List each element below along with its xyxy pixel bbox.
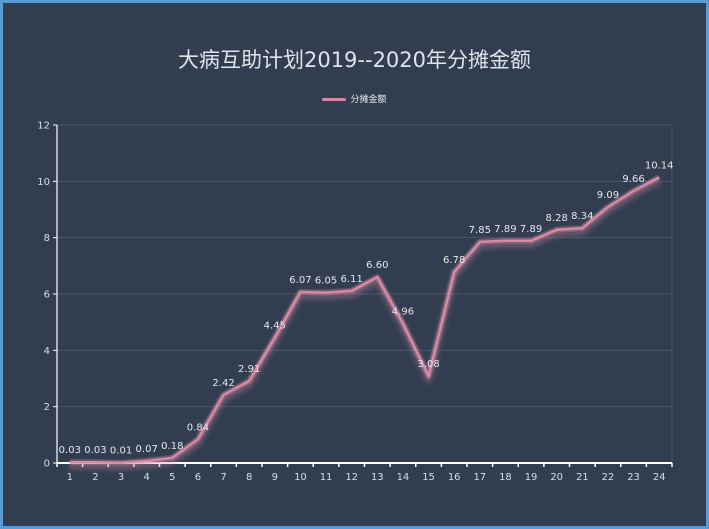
legend-item[interactable]: 分摊金额 [0, 92, 709, 105]
x-tick-label: 15 [422, 472, 435, 483]
x-tick-label: 24 [653, 472, 666, 483]
legend-label: 分摊金额 [350, 95, 387, 105]
data-point-label: 0.07 [136, 444, 158, 455]
data-point-label: 0.84 [187, 422, 209, 433]
x-tick-label: 10 [294, 472, 307, 483]
data-point-label: 0.03 [59, 445, 81, 456]
y-tick-label: 4 [44, 346, 50, 357]
x-tick-label: 6 [195, 472, 201, 483]
data-point-label: 2.42 [212, 378, 234, 389]
grid-lines [57, 124, 673, 463]
y-tick-label: 8 [44, 233, 50, 244]
x-tick-label: 14 [397, 472, 410, 483]
x-tick-label: 9 [272, 472, 278, 483]
data-point-label: 7.89 [520, 224, 542, 235]
data-point-label: 3.08 [417, 359, 439, 370]
x-tick-label: 8 [246, 472, 252, 483]
data-point-label: 6.11 [341, 274, 363, 285]
data-point-label: 10.14 [645, 160, 674, 171]
x-tick-label: 13 [371, 472, 384, 483]
data-point-label: 6.07 [289, 275, 311, 286]
data-point-label: 7.85 [469, 225, 491, 236]
data-point-label: 8.34 [571, 211, 593, 222]
y-tick-label: 0 [44, 459, 50, 470]
x-tick-label: 11 [320, 472, 333, 483]
data-point-label: 4.45 [264, 321, 286, 332]
x-tick-label: 22 [602, 472, 615, 483]
x-tick-label: 2 [92, 472, 98, 483]
data-point-label: 0.18 [161, 441, 183, 452]
legend-line-icon [322, 98, 347, 101]
x-tick-label: 7 [220, 472, 226, 483]
data-point-label: 0.03 [84, 445, 106, 456]
x-tick-label: 4 [144, 472, 150, 483]
x-tick-label: 3 [118, 472, 124, 483]
data-point-label: 9.66 [622, 174, 644, 185]
y-tick-label: 6 [44, 290, 50, 301]
data-point-label: 4.96 [392, 306, 414, 317]
y-tick-label: 10 [37, 177, 50, 188]
y-tick-label: 12 [37, 121, 50, 132]
series-line[interactable] [69, 174, 661, 466]
chart-title: 大病互助计划2019--2020年分摊金额 [177, 48, 532, 72]
data-point-label: 6.05 [315, 276, 337, 287]
data-point-label: 6.60 [366, 260, 388, 271]
x-tick-label: 19 [525, 472, 538, 483]
y-tick-label: 2 [44, 402, 50, 413]
data-point-label: 7.89 [494, 224, 516, 235]
data-point-label: 8.28 [546, 213, 568, 224]
x-tick-label: 23 [627, 472, 640, 483]
data-point-label: 6.78 [443, 255, 465, 266]
x-tick-label: 20 [550, 472, 563, 483]
data-labels: 0.03 0.03 0.01 0.07 0.18 0.84 2.42 2.91 4.45 6.07… [59, 160, 674, 456]
x-tick-label: 12 [345, 472, 358, 483]
data-point-label: 9.09 [597, 190, 619, 201]
x-tick-label: 16 [448, 472, 461, 483]
x-tick-label: 1 [67, 472, 73, 483]
data-point-label: 0.01 [110, 446, 132, 457]
x-tick-label: 21 [576, 472, 589, 483]
series-polyline[interactable] [69, 176, 660, 464]
x-tick-label: 17 [473, 472, 486, 483]
data-point-label: 2.91 [238, 364, 260, 375]
x-tick-label: 18 [499, 472, 512, 483]
x-tick-label: 5 [169, 472, 175, 483]
